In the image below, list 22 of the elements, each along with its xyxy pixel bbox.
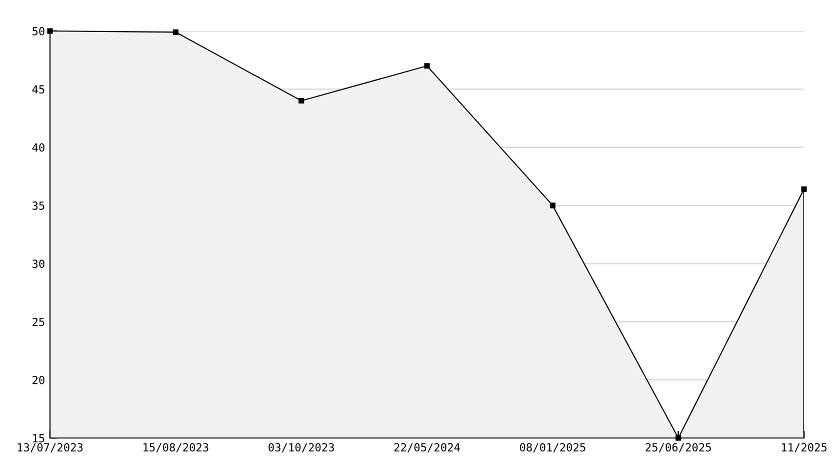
x-tick-label: 08/01/2025 — [520, 443, 586, 452]
point — [676, 435, 682, 441]
x-tick-label: 03/10/2023 — [268, 443, 334, 452]
y-tick-label: 20 — [32, 376, 44, 384]
point — [550, 202, 556, 208]
x-tick-label: 11/2025 — [782, 443, 827, 452]
y-tick-label: 40 — [32, 143, 44, 152]
y-tick-label: 35 — [32, 201, 44, 210]
x-tick-label: 25/06/2025 — [646, 443, 711, 452]
point — [801, 186, 807, 192]
y-tick-label: 50 — [32, 27, 44, 36]
y-tick-label: 45 — [32, 85, 44, 94]
point — [298, 98, 304, 104]
point — [47, 28, 53, 34]
point — [424, 63, 430, 69]
x-tick-label: 22/05/2024 — [394, 443, 460, 452]
y-tick-label: 15 — [33, 434, 44, 442]
y-tick-label: 30 — [32, 260, 44, 268]
y-tick-label: 25 — [32, 318, 44, 326]
point — [172, 29, 178, 35]
x-tick-label: 13/07/2023 — [18, 443, 83, 452]
x-tick-label: 15/08/2023 — [144, 443, 208, 452]
